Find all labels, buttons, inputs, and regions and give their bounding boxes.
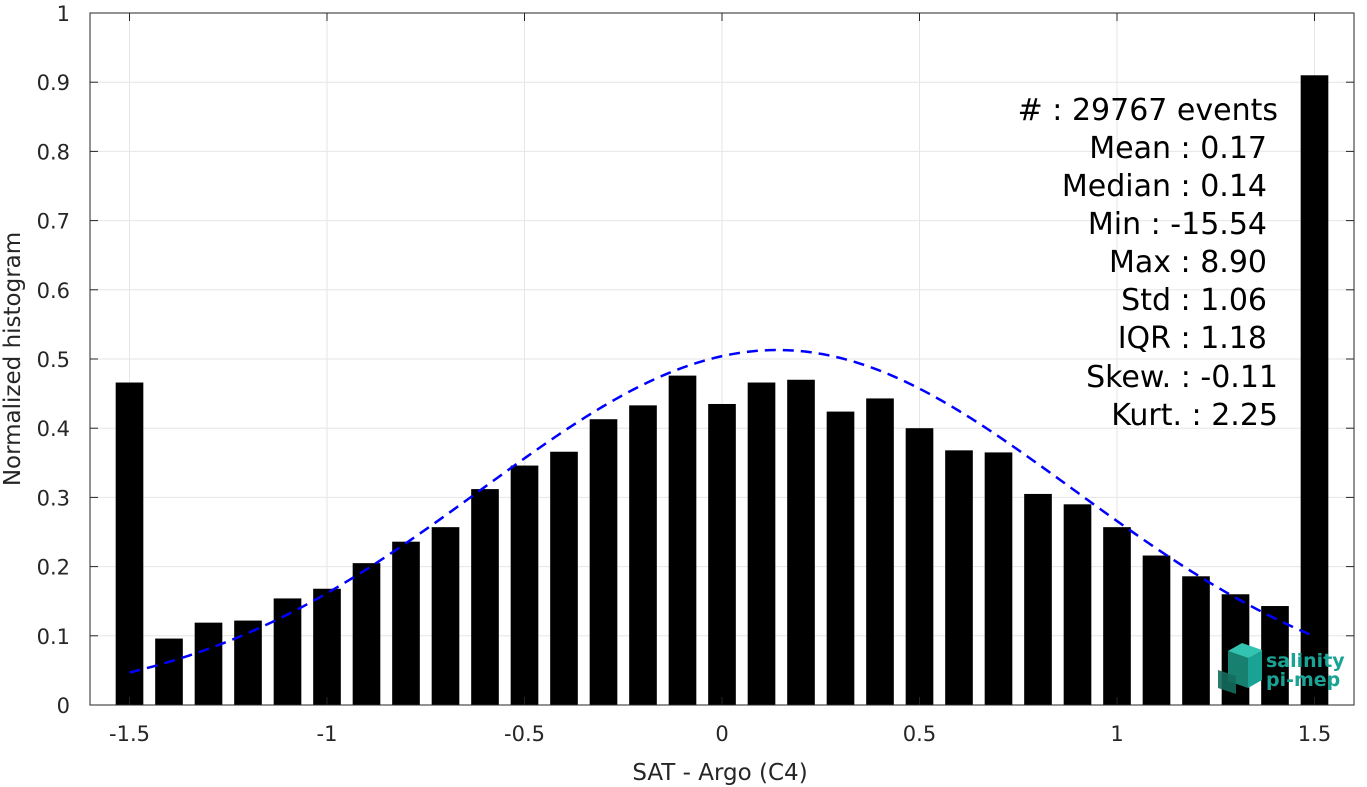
x-tick-label: -1 xyxy=(317,722,338,746)
histogram-bar xyxy=(155,638,183,705)
histogram-bar xyxy=(194,622,223,705)
y-tick-label: 0.7 xyxy=(37,210,70,234)
stat-min: Min : -15.54 xyxy=(1088,207,1267,242)
histogram-bar xyxy=(945,450,973,705)
x-tick-label: 1.5 xyxy=(1298,722,1331,746)
x-tick-label: -0.5 xyxy=(504,722,545,746)
bars xyxy=(115,75,1329,705)
x-tick-label: 1 xyxy=(1110,722,1123,746)
histogram-bar xyxy=(234,620,262,705)
logo-text-line2: pi-mep xyxy=(1266,669,1340,691)
histogram-bar xyxy=(471,489,499,705)
histogram-bar xyxy=(550,451,578,705)
y-tick-label: 0.6 xyxy=(37,279,70,303)
histogram-bar xyxy=(313,588,341,705)
histogram-bar xyxy=(431,527,460,705)
x-axis-title: SAT - Argo (C4) xyxy=(632,760,807,786)
y-tick-label: 0.8 xyxy=(37,140,70,164)
y-axis-title: Normalized histogram xyxy=(0,232,26,486)
histogram-bar xyxy=(905,428,934,705)
histogram-bar xyxy=(392,541,420,705)
y-tick-label: 0.2 xyxy=(37,556,70,580)
stat-events: # : 29767 events xyxy=(1018,93,1278,128)
histogram-bar xyxy=(668,375,697,705)
stat-median: Median : 0.14 xyxy=(1062,169,1267,204)
histogram-bar xyxy=(1300,75,1329,705)
logo-text-line1: salinity xyxy=(1266,650,1345,672)
histogram-bar xyxy=(708,403,736,705)
y-tick-label: 0.3 xyxy=(37,486,70,510)
histogram-bar xyxy=(629,405,657,705)
gaussian-fit-curve xyxy=(129,348,1315,674)
histogram-bar xyxy=(510,465,539,705)
histogram-bar xyxy=(984,452,1013,705)
stat-max: Max : 8.90 xyxy=(1109,245,1267,280)
x-tick-label: 0 xyxy=(715,722,728,746)
histogram-bar xyxy=(115,382,144,705)
y-tick-label: 0.4 xyxy=(37,417,70,441)
histogram-bar xyxy=(787,379,815,705)
histogram-bar xyxy=(866,398,894,705)
salinity-pimep-logo: salinity pi-mep xyxy=(1218,643,1345,694)
y-tick-label: 0.9 xyxy=(37,71,70,95)
y-axis-ticks: 0 0.1 0.2 0.3 0.4 0.5 0.6 0.7 0.8 0.9 1 xyxy=(37,2,1354,718)
stat-mean: Mean : 0.17 xyxy=(1089,131,1267,166)
y-tick-label: 0.5 xyxy=(37,348,70,372)
histogram-bar xyxy=(1024,493,1052,705)
histogram-bar xyxy=(1142,555,1171,705)
histogram-bar xyxy=(589,419,618,705)
histogram-bar xyxy=(1103,527,1131,705)
histogram-bar xyxy=(273,598,302,705)
cube-icon xyxy=(1218,643,1262,694)
histogram-bar xyxy=(1182,576,1210,705)
histogram-bar xyxy=(1063,504,1092,705)
x-tick-label: 0.5 xyxy=(903,722,936,746)
stat-std: Std : 1.06 xyxy=(1121,283,1267,318)
x-axis-ticks: -1.5 -1 -0.5 0 0.5 1 1.5 xyxy=(109,13,1331,746)
histogram-bar xyxy=(352,563,381,705)
stat-kurt: Kurt. : 2.25 xyxy=(1111,398,1278,433)
stat-skew: Skew. : -0.11 xyxy=(1086,360,1278,395)
y-tick-label: 0 xyxy=(57,694,70,718)
y-tick-label: 1 xyxy=(57,2,70,26)
stat-iqr: IQR : 1.18 xyxy=(1118,321,1267,356)
histogram-bar xyxy=(747,382,776,705)
stats-box: # : 29767 events Mean : 0.17 Median : 0.… xyxy=(1018,93,1278,433)
x-tick-label: -1.5 xyxy=(109,722,150,746)
y-tick-label: 0.1 xyxy=(37,625,70,649)
histogram-bar xyxy=(826,411,855,705)
